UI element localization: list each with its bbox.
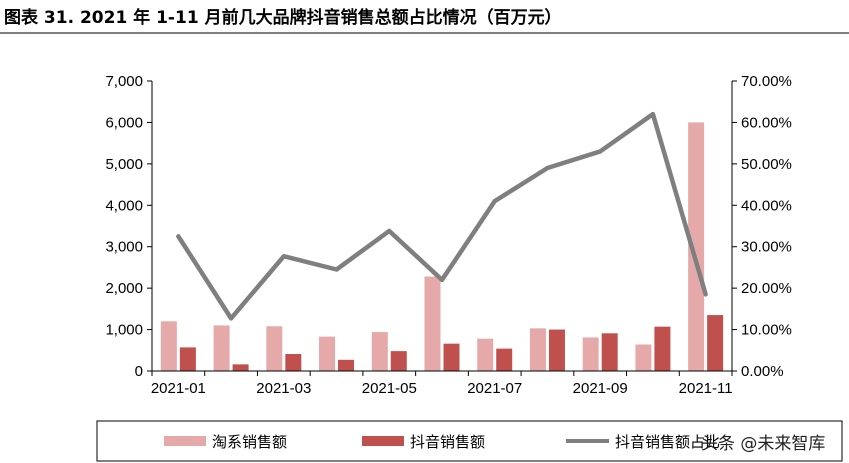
line-share-series — [176, 111, 708, 321]
x-tick-label: 2021-05 — [362, 380, 417, 397]
legend-swatch-taoxi — [164, 436, 206, 446]
bars-layer — [160, 122, 724, 371]
x-tick-label: 2021-01 — [151, 380, 206, 397]
bar-douyin-2021-02 — [232, 364, 249, 371]
y-left-tick-label: 4,000 — [105, 197, 143, 214]
bar-douyin-2021-10 — [654, 326, 671, 371]
bar-taoxi-2021-04 — [319, 336, 336, 371]
y-right-tick-label: 20.00% — [741, 280, 792, 297]
y-right-tick-label: 50.00% — [741, 156, 792, 173]
bar-douyin-2021-07 — [496, 348, 513, 371]
legend-swatch-douyin — [362, 436, 404, 446]
bar-douyin-2021-08 — [548, 329, 565, 371]
bar-douyin-2021-03 — [285, 354, 302, 371]
chart-title: 图表 31. 2021 年 1-11 月前几大品牌抖音销售总额占比情况（百万元） — [4, 8, 562, 28]
y-left-tick-label: 0 — [135, 363, 143, 380]
bar-taoxi-2021-07 — [477, 338, 494, 371]
axes-layer: 0 1,000 2,000 3,000 4,000 5,000 6,000 7,000 0.00… — [105, 73, 791, 397]
bar-douyin-2021-06 — [443, 343, 460, 371]
bar-douyin-2021-05 — [390, 351, 407, 371]
y-left-tick-label: 5,000 — [105, 156, 143, 173]
x-tick-label: 2021-03 — [256, 380, 311, 397]
bar-taoxi-2021-06 — [424, 276, 441, 371]
bar-taoxi-2021-10 — [635, 344, 652, 371]
bar-douyin-2021-09 — [601, 333, 618, 371]
legend-label-share: 抖音销售额占比 — [615, 433, 720, 451]
legend-label-douyin: 抖音销售额 — [410, 433, 485, 451]
x-tick-label: 2021-09 — [573, 380, 628, 397]
watermark-text: 头条 @未来智库 — [701, 434, 825, 454]
y-right-tick-label: 60.00% — [741, 114, 792, 131]
bar-taoxi-2021-05 — [371, 332, 388, 371]
y-left-tick-label: 7,000 — [105, 73, 143, 90]
y-right-tick-label: 10.00% — [741, 322, 792, 339]
bar-taoxi-2021-08 — [529, 328, 546, 371]
y-left-tick-label: 3,000 — [105, 239, 143, 256]
bar-taoxi-2021-09 — [582, 337, 599, 371]
y-right-tick-label: 0.00% — [741, 363, 784, 380]
y-left-tick-label: 2,000 — [105, 280, 143, 297]
x-tick-label: 2021-11 — [679, 380, 733, 397]
y-right-tick-label: 70.00% — [741, 73, 792, 90]
y-left-tick-label: 6,000 — [105, 114, 143, 131]
bar-taoxi-2021-01 — [160, 321, 177, 371]
legend: 淘系销售额 抖音销售额 抖音销售额占比 — [96, 420, 843, 462]
x-tick-label: 2021-07 — [467, 380, 522, 397]
bar-taoxi-2021-02 — [213, 325, 230, 371]
title-divider — [0, 32, 849, 34]
legend-label-taoxi: 淘系销售额 — [212, 433, 287, 451]
bar-douyin-2021-01 — [179, 347, 196, 371]
bar-douyin-2021-11 — [707, 315, 724, 371]
line-layer — [176, 111, 708, 321]
bar-taoxi-2021-03 — [266, 326, 283, 371]
y-left-tick-label: 1,000 — [105, 322, 143, 339]
bar-taoxi-2021-11 — [688, 122, 705, 371]
y-right-tick-label: 40.00% — [741, 197, 792, 214]
legend-frame — [96, 420, 843, 462]
y-right-tick-label: 30.00% — [741, 239, 792, 256]
bar-douyin-2021-04 — [338, 359, 355, 371]
